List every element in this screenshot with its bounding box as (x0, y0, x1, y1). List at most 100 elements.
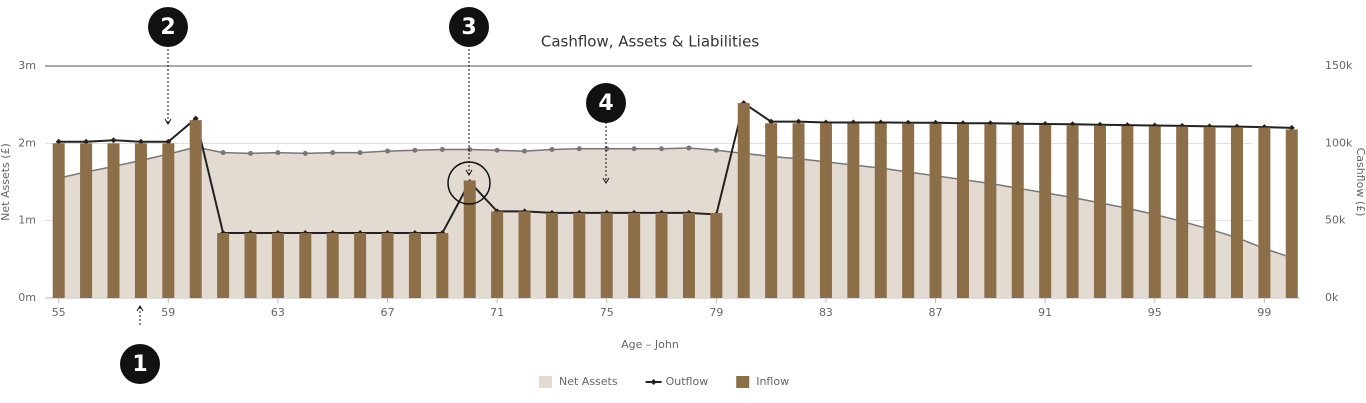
y-tick-label: 0m (18, 291, 36, 304)
bar (381, 233, 394, 298)
bar (244, 233, 257, 298)
legend-label: Inflow (756, 375, 789, 388)
x-tick-label: 75 (600, 306, 614, 319)
chart-title: Cashflow, Assets & Liabilities (541, 33, 759, 51)
bar (600, 212, 613, 298)
x-tick-label: 91 (1038, 306, 1052, 319)
bar (929, 123, 942, 298)
bar (545, 212, 558, 298)
bar (518, 211, 531, 298)
annotation-badge (148, 7, 188, 47)
bar (326, 233, 339, 298)
area-point (275, 150, 281, 156)
bar (1258, 127, 1271, 298)
bar (436, 233, 449, 298)
line-point (165, 138, 172, 145)
annotation-badge (449, 7, 489, 47)
x-tick-label: 87 (929, 306, 943, 319)
arrow-head (164, 118, 172, 125)
bar (737, 103, 750, 299)
area-point (412, 147, 418, 153)
bar (573, 212, 586, 298)
bar (162, 143, 175, 298)
y2-tick-label: 0k (1325, 291, 1339, 304)
x-tick-label: 55 (52, 306, 66, 319)
bar (107, 143, 120, 298)
bar (299, 233, 312, 298)
area-point (576, 146, 582, 152)
area-point (522, 148, 528, 154)
y-tick-label: 2m (18, 136, 36, 149)
area-point (330, 150, 336, 156)
bar (1093, 125, 1106, 299)
bar (1121, 126, 1134, 298)
bar (710, 212, 723, 298)
annotation-badge (586, 83, 626, 123)
bar (217, 233, 230, 298)
bar (956, 124, 969, 298)
bar (655, 212, 668, 298)
arrow-head (465, 169, 473, 176)
line (58, 101, 1292, 235)
line-point (83, 138, 90, 145)
bar (134, 143, 147, 298)
bar (1011, 124, 1024, 298)
bar (1230, 127, 1243, 298)
bar (80, 143, 93, 298)
x-tick-label: 79 (709, 306, 723, 319)
area-point (494, 147, 500, 153)
bar (819, 123, 832, 298)
bar (1285, 129, 1298, 298)
y2-tick-label: 50k (1325, 214, 1346, 227)
annotation-label: 4 (598, 91, 613, 116)
y2-tick-label: 100k (1325, 136, 1353, 149)
y-axis-title: Net Assets (£) (0, 143, 12, 221)
area-point (713, 147, 719, 153)
bar (1039, 125, 1052, 298)
y2-tick-label: 150k (1325, 59, 1353, 72)
area-line (58, 146, 1293, 259)
area-point (686, 145, 692, 151)
annotation-label: 1 (132, 352, 147, 377)
area-point (302, 150, 308, 156)
line-point (137, 138, 144, 145)
x-tick-label: 95 (1148, 306, 1162, 319)
bar (52, 143, 65, 298)
legend-swatch (539, 376, 552, 388)
area-point (604, 146, 610, 152)
line-point (55, 138, 62, 145)
bar (1203, 126, 1216, 299)
area-point (220, 150, 226, 156)
line-point (192, 115, 199, 122)
annotation-label: 2 (160, 15, 175, 40)
bar (408, 233, 421, 298)
x-tick-label: 99 (1257, 306, 1271, 319)
bar (984, 124, 997, 299)
bar (902, 123, 915, 298)
bar (628, 212, 641, 298)
arrow-head (136, 305, 144, 312)
x-tick-label: 59 (161, 306, 175, 319)
legend-label: Net Assets (559, 375, 618, 388)
line-point (1288, 124, 1295, 131)
bar (354, 233, 367, 298)
x-axis-title: Age – John (621, 338, 679, 351)
annotation-badge (120, 344, 160, 384)
bar (792, 123, 805, 298)
bar (1176, 126, 1189, 298)
bar (1066, 125, 1079, 298)
bar (874, 123, 887, 298)
area-point (357, 150, 363, 156)
bar (463, 180, 476, 298)
area-point (467, 147, 473, 153)
annotation-label: 3 (461, 15, 476, 40)
legend-marker (650, 379, 657, 385)
y2-axis-title: Cashflow (£) (1354, 148, 1366, 217)
area-point (659, 146, 665, 152)
line-point (795, 118, 802, 125)
bar (847, 123, 860, 298)
legend-label: Outflow (666, 375, 709, 388)
bar (1148, 126, 1161, 298)
y-tick-label: 1m (18, 214, 36, 227)
